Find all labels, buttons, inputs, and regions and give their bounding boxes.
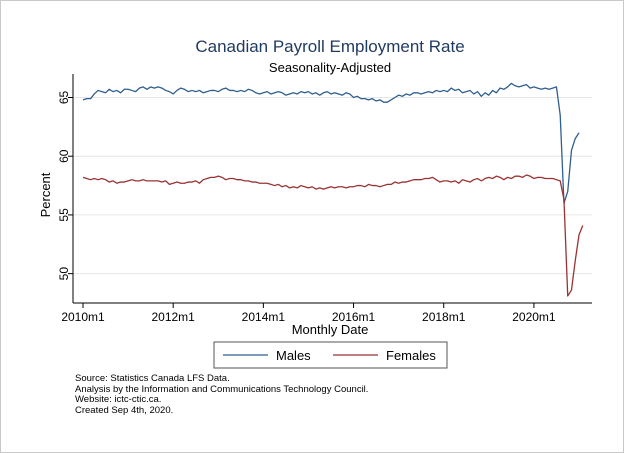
- x-axis-label: Monthly Date: [292, 322, 369, 337]
- legend-label-females: Females: [386, 348, 436, 363]
- legend: Males Females: [213, 341, 448, 369]
- legend-label-males: Males: [276, 348, 311, 363]
- x-tick-label: 2010m1: [61, 310, 105, 324]
- y-tick-label: 60: [57, 149, 71, 163]
- y-tick-label: 65: [57, 90, 71, 104]
- series-line-females: [82, 174, 584, 297]
- source-note-line: Source: Statistics Canada LFS Data.: [75, 373, 230, 384]
- analysis-note-line: Analysis by the Information and Communic…: [75, 383, 369, 395]
- created-date-note-line: Created Sep 4th, 2020.: [75, 404, 174, 416]
- chart-subtitle: Seasonality-Adjusted: [269, 60, 391, 75]
- series-line-males: [82, 82, 580, 204]
- source-notes: Source: Statistics Canada LFS Data. Anal…: [75, 373, 369, 416]
- plot-area: 50 55 60 65 2010m1 2012m1 2014m1 2016m1 2018m1 20…: [57, 74, 592, 324]
- x-tick-label: 2016m1: [332, 310, 376, 324]
- y-tick-label: 50: [57, 267, 71, 281]
- y-axis-label: Percent: [38, 172, 53, 217]
- chart-title: Canadian Payroll Employment Rate: [195, 37, 464, 56]
- x-tick-label: 2012m1: [151, 310, 195, 324]
- x-tick-label: 2020m1: [512, 310, 556, 324]
- x-tick-label: 2014m1: [242, 310, 286, 324]
- website-note-line: Website: ictc-ctic.ca.: [75, 394, 162, 405]
- x-tick-label: 2018m1: [422, 310, 466, 324]
- y-tick-label: 55: [57, 208, 71, 222]
